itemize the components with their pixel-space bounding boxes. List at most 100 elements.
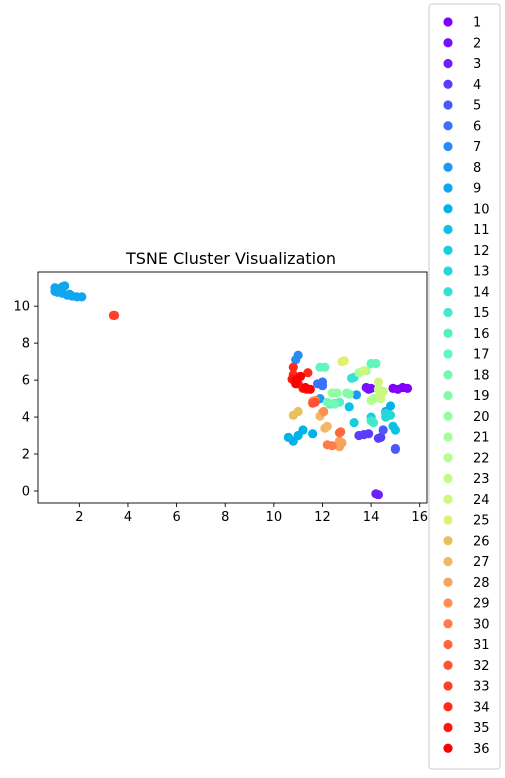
legend-marker-36 (443, 743, 453, 753)
x-tick-label: 16 (411, 510, 428, 525)
legend-marker-9 (443, 183, 453, 193)
legend-label-11: 11 (473, 223, 490, 238)
legend-label-15: 15 (473, 306, 490, 321)
x-tick-label: 12 (314, 510, 331, 525)
legend-marker-26 (443, 536, 453, 546)
point-series-25 (339, 356, 349, 366)
legend-marker-16 (443, 328, 453, 338)
legend-marker-31 (443, 639, 453, 650)
legend-label-12: 12 (473, 244, 490, 259)
point-series-11 (344, 402, 354, 412)
x-tick-label: 4 (124, 510, 132, 525)
point-series-36 (296, 371, 306, 381)
legend-marker-27 (443, 556, 453, 567)
legend-marker-29 (443, 598, 453, 608)
y-tick-label: 4 (22, 411, 30, 426)
x-tick-label: 8 (221, 510, 229, 525)
point-series-9 (65, 289, 75, 299)
point-series-17 (366, 358, 376, 369)
point-series-11 (390, 425, 400, 435)
legend-marker-18 (443, 370, 453, 380)
legend-marker-24 (443, 494, 453, 504)
legend-marker-15 (443, 307, 453, 318)
point-series-8 (351, 390, 362, 400)
legend-label-21: 21 (473, 431, 490, 446)
legend-label-20: 20 (473, 410, 490, 425)
legend-marker-33 (443, 681, 453, 691)
legend-label-16: 16 (473, 327, 490, 342)
point-series-4 (373, 433, 383, 443)
legend-label-22: 22 (473, 451, 490, 466)
point-series-9 (57, 282, 67, 292)
legend-marker-25 (443, 515, 453, 525)
point-series-24 (359, 366, 369, 376)
y-tick-label: 8 (22, 337, 30, 352)
legend-label-27: 27 (473, 555, 490, 570)
legend-label-18: 18 (473, 368, 490, 383)
point-series-4 (364, 429, 374, 439)
legend-marker-7 (443, 141, 453, 152)
point-series-22 (366, 395, 376, 405)
point-series-33 (110, 310, 120, 320)
legend-label-2: 2 (473, 36, 481, 51)
point-series-26 (293, 406, 303, 417)
legend-label-4: 4 (473, 78, 481, 93)
legend-marker-13 (443, 266, 453, 276)
point-series-18 (330, 399, 340, 409)
x-tick-label: 2 (75, 510, 83, 525)
y-tick-label: 0 (22, 484, 30, 499)
point-series-7 (293, 350, 303, 360)
x-tick-label: 14 (363, 510, 380, 525)
point-series-34 (303, 368, 313, 378)
point-series-36 (305, 384, 315, 394)
legend-marker-2 (443, 38, 453, 48)
legend-marker-12 (443, 245, 453, 255)
legend-label-36: 36 (473, 742, 490, 757)
point-series-29 (319, 406, 329, 417)
point-series-12 (349, 418, 359, 428)
legend-label-5: 5 (473, 99, 481, 114)
point-series-6 (317, 377, 328, 387)
legend-label-19: 19 (473, 389, 490, 404)
point-series-9 (77, 292, 87, 302)
legend-marker-34 (443, 702, 453, 712)
legend-label-17: 17 (473, 348, 490, 363)
point-series-13 (381, 408, 391, 418)
point-series-10 (308, 429, 318, 439)
point-series-19 (344, 389, 354, 399)
legend-label-6: 6 (473, 119, 481, 134)
point-series-17 (320, 362, 330, 372)
point-series-24 (376, 390, 386, 400)
legend-label-30: 30 (473, 617, 490, 632)
legend-label-34: 34 (473, 700, 490, 715)
legend-label-31: 31 (473, 638, 490, 653)
legend-marker-19 (443, 390, 453, 401)
legend-marker-14 (443, 287, 453, 297)
legend-label-35: 35 (473, 721, 490, 736)
point-series-5 (390, 444, 400, 454)
x-tick-label: 10 (266, 510, 283, 525)
point-series-30 (327, 441, 337, 451)
point-series-2 (364, 384, 374, 394)
legend-label-24: 24 (473, 493, 490, 508)
x-axis: 2 4 6 8 10 12 14 16 (75, 503, 428, 525)
legend: 1234567891011121314151617181920212223242… (428, 3, 501, 770)
legend-label-7: 7 (473, 140, 481, 155)
plot-frame (37, 271, 428, 504)
legend-marker-3 (443, 58, 453, 69)
legend-marker-11 (443, 224, 453, 235)
legend-marker-21 (443, 432, 453, 442)
point-series-24 (373, 377, 383, 387)
y-tick-label: 6 (22, 374, 30, 389)
legend-label-13: 13 (473, 265, 490, 280)
point-series-1 (388, 383, 398, 393)
legend-label-32: 32 (473, 659, 490, 674)
legend-marker-1 (443, 17, 453, 27)
point-series-3 (373, 490, 383, 500)
legend-marker-35 (443, 722, 453, 733)
point-series-20 (332, 388, 342, 398)
point-series-34 (288, 362, 298, 372)
legend-marker-22 (443, 453, 453, 463)
legend-marker-20 (443, 411, 453, 421)
